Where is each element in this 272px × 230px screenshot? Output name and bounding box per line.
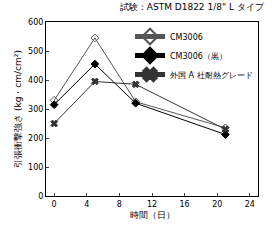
svg-text:引張衝撃強さ (kg・cm/cm²): 引張衝撃強さ (kg・cm/cm²) <box>13 50 23 168</box>
svg-text:200: 200 <box>28 134 43 143</box>
svg-text:CM3006: CM3006 <box>170 33 203 42</box>
svg-text:CM3006（黒）: CM3006（黒） <box>170 52 227 61</box>
svg-text:4: 4 <box>84 200 89 209</box>
svg-text:試験：ASTM D1822 1/8" L タイプ: 試験：ASTM D1822 1/8" L タイプ <box>120 2 265 12</box>
svg-text:300: 300 <box>28 105 43 114</box>
svg-text:400: 400 <box>28 76 43 85</box>
svg-text:24: 24 <box>245 200 255 209</box>
svg-text:12: 12 <box>147 200 157 209</box>
svg-text:0: 0 <box>52 200 57 209</box>
svg-text:時間（日）: 時間（日） <box>130 210 175 220</box>
svg-text:外国 A 社耐熱グレード: 外国 A 社耐熱グレード <box>170 71 253 80</box>
svg-text:20: 20 <box>212 200 222 209</box>
svg-text:8: 8 <box>117 200 122 209</box>
svg-text:500: 500 <box>28 47 43 56</box>
svg-text:16: 16 <box>180 200 190 209</box>
svg-text:0: 0 <box>38 192 43 201</box>
svg-text:100: 100 <box>28 163 43 172</box>
svg-text:600: 600 <box>28 18 43 27</box>
